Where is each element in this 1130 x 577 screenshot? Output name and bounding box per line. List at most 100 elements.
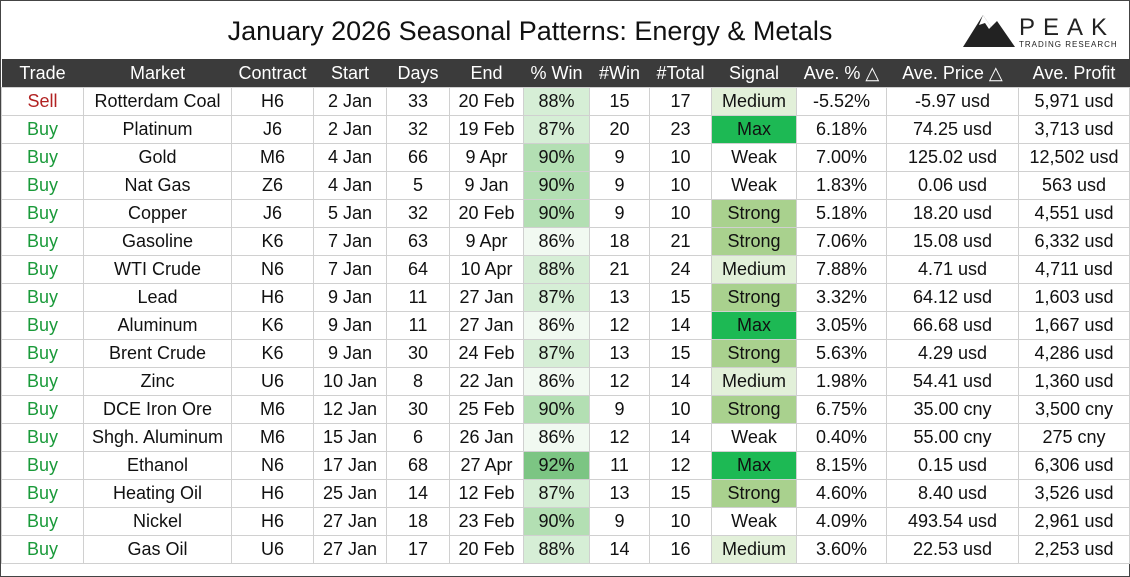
table-row: Buy WTI Crude N6 7 Jan 64 10 Apr 88% 21 24 Medium… [1, 255, 1130, 284]
column-header: Trade [1, 59, 84, 88]
table-cell: Medium [711, 255, 797, 284]
table-cell: 14 [649, 367, 712, 396]
table-cell: Ethanol [83, 451, 232, 480]
table-cell: 18.20 usd [886, 199, 1019, 228]
table-cell: 9 Jan [313, 339, 387, 368]
table-cell: Buy [1, 311, 84, 340]
table-cell: 27 Apr [449, 451, 524, 480]
table-cell: 90% [523, 199, 590, 228]
table-cell: Max [711, 451, 797, 480]
table-cell: Lead [83, 283, 232, 312]
table-cell: Weak [711, 423, 797, 452]
table-cell: Weak [711, 507, 797, 536]
table-cell: 1,667 usd [1018, 311, 1130, 340]
table-row: Buy Platinum J6 2 Jan 32 19 Feb 87% 20 23 Max 6.18… [1, 115, 1130, 144]
table-cell: 14 [386, 479, 450, 508]
table-cell: 23 Feb [449, 507, 524, 536]
table-cell: 22.53 usd [886, 535, 1019, 564]
table-cell: 20 Feb [449, 87, 524, 116]
table-cell: 10 [649, 199, 712, 228]
table-cell: Medium [711, 87, 797, 116]
table-cell: 0.06 usd [886, 171, 1019, 200]
table-cell: 6,332 usd [1018, 227, 1130, 256]
table-cell: 10 Apr [449, 255, 524, 284]
table-cell: 88% [523, 535, 590, 564]
table-cell: M6 [231, 143, 314, 172]
table-cell: 32 [386, 115, 450, 144]
table-cell: 15 [649, 479, 712, 508]
table-cell: 10 [649, 507, 712, 536]
table-cell: 12 [589, 311, 650, 340]
table-cell: 20 Feb [449, 535, 524, 564]
table-cell: 68 [386, 451, 450, 480]
table-cell: 12 [589, 423, 650, 452]
table-cell: Buy [1, 395, 84, 424]
table-cell: 1.98% [796, 367, 887, 396]
table-cell: 3,713 usd [1018, 115, 1130, 144]
table-cell: 15.08 usd [886, 227, 1019, 256]
table-cell: 90% [523, 171, 590, 200]
table-cell: 66 [386, 143, 450, 172]
table-cell: 1,360 usd [1018, 367, 1130, 396]
table-cell: 26 Jan [449, 423, 524, 452]
table-cell: 18 [589, 227, 650, 256]
patterns-table: Trade Market Contract Start Days End% Win #Win… [1, 59, 1130, 564]
table-cell: 9 [589, 507, 650, 536]
table-cell: 0.40% [796, 423, 887, 452]
table-body: Sell Rotterdam Coal H6 2 Jan 33 20 Feb 88% 15 17… [1, 87, 1130, 564]
table-cell: -5.52% [796, 87, 887, 116]
table-cell: 17 [649, 87, 712, 116]
table-cell: Nat Gas [83, 171, 232, 200]
table-cell: 6.18% [796, 115, 887, 144]
table-cell: K6 [231, 227, 314, 256]
table-cell: 9 [589, 171, 650, 200]
table-cell: 5 Jan [313, 199, 387, 228]
table-cell: 125.02 usd [886, 143, 1019, 172]
table-cell: 3.60% [796, 535, 887, 564]
table-cell: Buy [1, 171, 84, 200]
logo-tagline: TRADING RESEARCH [1019, 40, 1118, 49]
table-cell: Buy [1, 199, 84, 228]
table-cell: 8 [386, 367, 450, 396]
table-cell: 64 [386, 255, 450, 284]
logo-snow [979, 15, 991, 29]
table-cell: 19 Feb [449, 115, 524, 144]
table-cell: Max [711, 115, 797, 144]
table-cell: K6 [231, 311, 314, 340]
table-cell: M6 [231, 395, 314, 424]
table-cell: 12 Jan [313, 395, 387, 424]
table-cell: J6 [231, 115, 314, 144]
table-cell: 17 [386, 535, 450, 564]
table-cell: 2 Jan [313, 115, 387, 144]
table-cell: Max [711, 311, 797, 340]
table-cell: 54.41 usd [886, 367, 1019, 396]
table-cell: 6 [386, 423, 450, 452]
table-cell: 25 Jan [313, 479, 387, 508]
logo-mountain [963, 15, 1015, 47]
table-cell: 25 Feb [449, 395, 524, 424]
table-cell: Gasoline [83, 227, 232, 256]
table-cell: Rotterdam Coal [83, 87, 232, 116]
table-cell: 2,253 usd [1018, 535, 1130, 564]
table-cell: M6 [231, 423, 314, 452]
column-header: Ave. % △ [796, 59, 887, 88]
column-header: Days [386, 59, 450, 88]
table-cell: 24 [649, 255, 712, 284]
table-cell: 11 [386, 283, 450, 312]
table-cell: 66.68 usd [886, 311, 1019, 340]
table-cell: 21 [589, 255, 650, 284]
table-cell: 63 [386, 227, 450, 256]
table-cell: 13 [589, 339, 650, 368]
table-cell: 8.40 usd [886, 479, 1019, 508]
table-cell: Buy [1, 283, 84, 312]
table-row: Buy Gasoline K6 7 Jan 63 9 Apr 86% 18 21 Strong 7.… [1, 227, 1130, 256]
table-cell: 87% [523, 283, 590, 312]
table-cell: Strong [711, 227, 797, 256]
column-header: Market [83, 59, 232, 88]
header-row: Trade Market Contract Start Days End% Win #Win… [1, 59, 1130, 88]
table-cell: 18 [386, 507, 450, 536]
table-cell: 9 Apr [449, 227, 524, 256]
table-cell: 86% [523, 423, 590, 452]
table-cell: 87% [523, 339, 590, 368]
table-cell: 27 Jan [313, 535, 387, 564]
